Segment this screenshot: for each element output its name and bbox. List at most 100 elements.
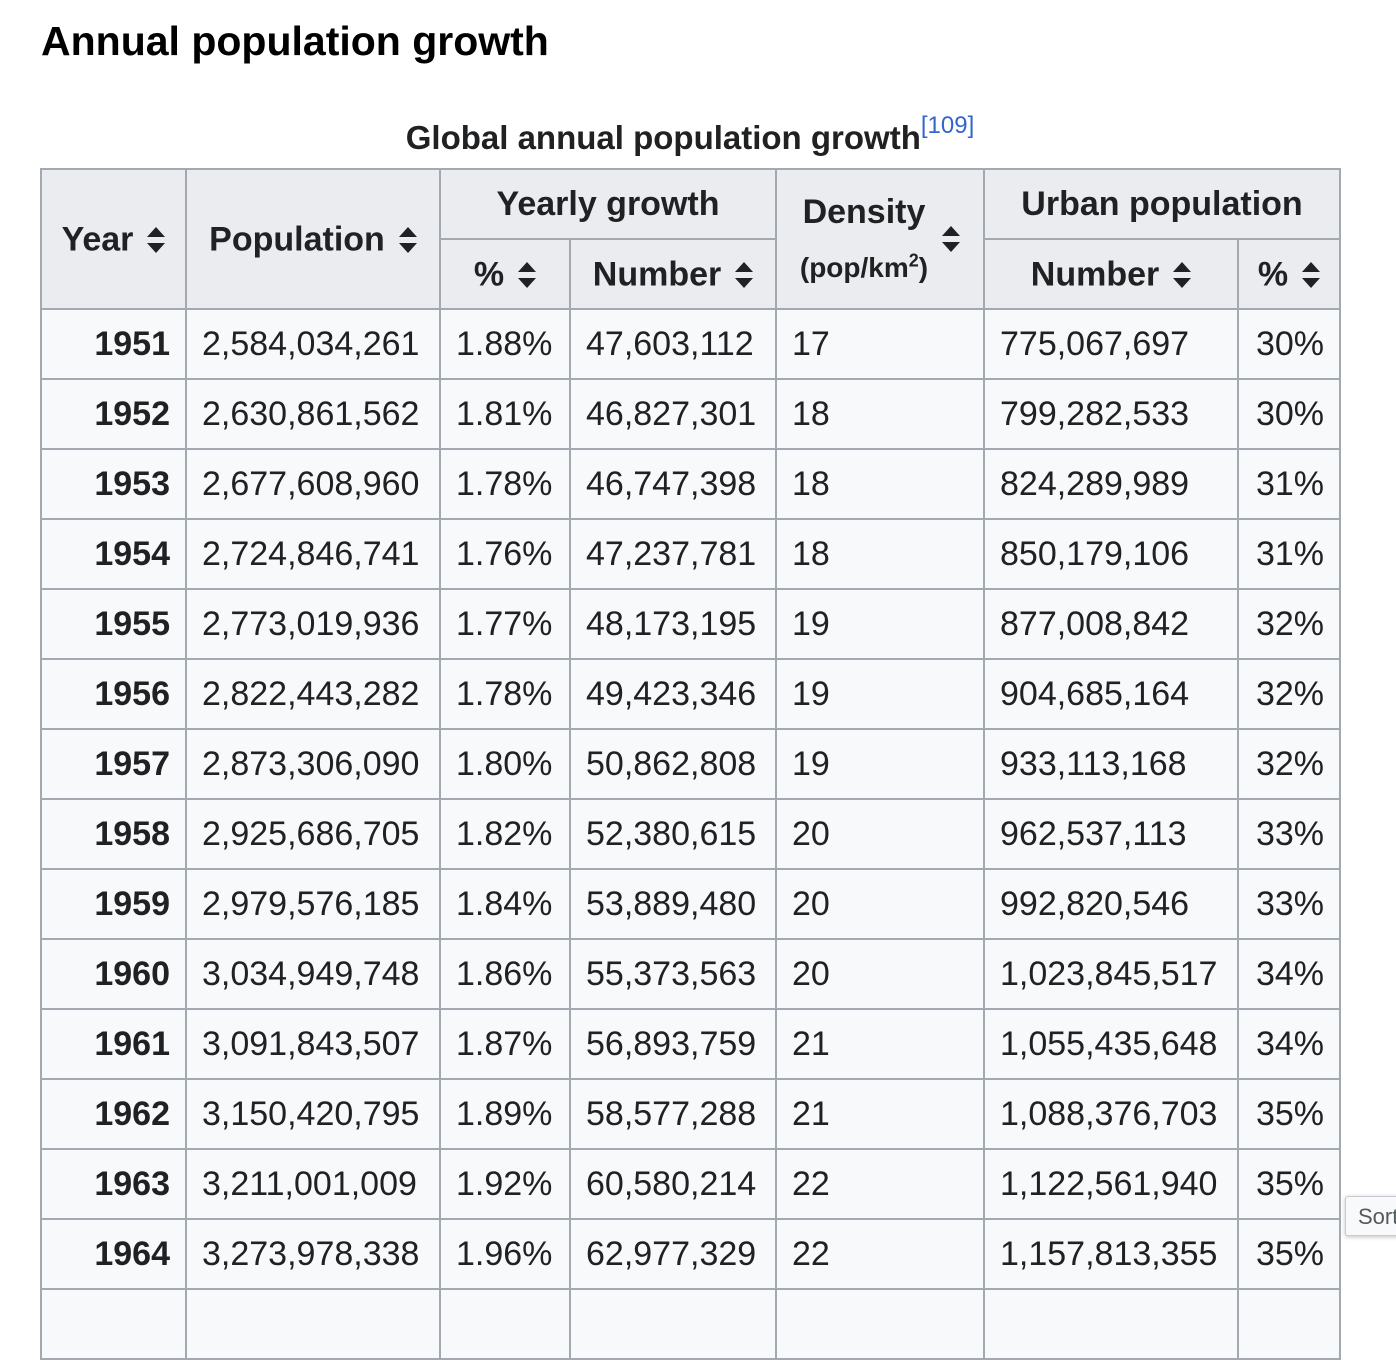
header-year[interactable]: Year [40, 168, 187, 310]
year-cell: 1958 [40, 798, 187, 870]
year-cell: 1963 [40, 1148, 187, 1220]
growth-pct-cell: 1.84% [439, 868, 571, 940]
density-cell: 20 [775, 868, 985, 940]
sort-icon[interactable] [398, 226, 417, 253]
urban-number-cell: 877,008,842 [983, 588, 1239, 660]
density-cell: 18 [775, 378, 985, 450]
population-cell: 3,211,001,009 [185, 1148, 441, 1220]
density-cell: 20 [775, 938, 985, 1010]
year-cell: 1960 [40, 938, 187, 1010]
table-row: 1957 2,873,306,090 1.80% 50,862,808 19 933,11… [40, 728, 1341, 800]
table-row-partial [40, 1288, 1341, 1360]
table-row: 1960 3,034,949,748 1.86% 55,373,563 20 1,023,… [40, 938, 1341, 1010]
urban-number-cell: 933,113,168 [983, 728, 1239, 800]
header-growth-pct-label: % [473, 255, 505, 294]
growth-number-cell: 53,889,480 [569, 868, 777, 940]
urban-number-cell: 992,820,546 [983, 868, 1239, 940]
header-population-label: Population [209, 220, 385, 259]
urban-pct-cell: 35% [1237, 1148, 1341, 1220]
section-heading: Annual population growth [41, 18, 549, 64]
growth-number-cell: 60,580,214 [569, 1148, 777, 1220]
header-growth-pct[interactable]: % [439, 238, 571, 310]
year-cell: 1959 [40, 868, 187, 940]
density-cell: 21 [775, 1078, 985, 1150]
table-row: 1963 3,211,001,009 1.92% 60,580,214 22 1,122,… [40, 1148, 1341, 1220]
year-cell: 1955 [40, 588, 187, 660]
population-cell: 3,091,843,507 [185, 1008, 441, 1080]
urban-pct-cell: 31% [1237, 448, 1341, 520]
sort-tooltip: Sort [1345, 1196, 1396, 1236]
header-density[interactable]: Density (pop/km2) [775, 168, 985, 310]
density-cell: 19 [775, 658, 985, 730]
growth-pct-cell: 1.81% [439, 378, 571, 450]
sort-icon[interactable] [1173, 261, 1192, 288]
header-urban-population: Urban population [983, 168, 1341, 240]
sort-icon[interactable] [1302, 261, 1321, 288]
population-cell: 2,677,608,960 [185, 448, 441, 520]
population-cell: 2,873,306,090 [185, 728, 441, 800]
sort-icon[interactable] [518, 261, 537, 288]
population-growth-table: Year Population Yearly growth Density (p… [40, 168, 1341, 1360]
urban-pct-cell [1237, 1288, 1341, 1360]
growth-number-cell: 49,423,346 [569, 658, 777, 730]
density-cell: 20 [775, 798, 985, 870]
sort-icon[interactable] [942, 226, 961, 252]
density-cell [775, 1288, 985, 1360]
header-population[interactable]: Population [185, 168, 441, 310]
header-urban-pct[interactable]: % [1237, 238, 1341, 310]
density-cell: 21 [775, 1008, 985, 1080]
urban-pct-cell: 34% [1237, 1008, 1341, 1080]
table-row: 1958 2,925,686,705 1.82% 52,380,615 20 962,53… [40, 798, 1341, 870]
density-cell: 22 [775, 1218, 985, 1290]
growth-pct-cell: 1.92% [439, 1148, 571, 1220]
density-unit-suffix: ) [918, 252, 929, 283]
growth-number-cell: 48,173,195 [569, 588, 777, 660]
population-cell: 2,584,034,261 [185, 308, 441, 380]
table-row: 1964 3,273,978,338 1.96% 62,977,329 22 1,157,… [40, 1218, 1341, 1290]
population-cell: 2,630,861,562 [185, 378, 441, 450]
table-caption: Global annual population growth[109] [40, 112, 1340, 157]
urban-number-cell: 824,289,989 [983, 448, 1239, 520]
growth-number-cell: 52,380,615 [569, 798, 777, 870]
urban-number-cell: 1,055,435,648 [983, 1008, 1239, 1080]
growth-pct-cell: 1.82% [439, 798, 571, 870]
growth-number-cell: 46,827,301 [569, 378, 777, 450]
reference-link[interactable]: [109] [920, 112, 975, 139]
table-row: 1953 2,677,608,960 1.78% 46,747,398 18 824,28… [40, 448, 1341, 520]
urban-number-cell: 1,088,376,703 [983, 1078, 1239, 1150]
growth-number-cell [569, 1288, 777, 1360]
density-title: Density [802, 192, 926, 231]
population-table-container: Year Population Yearly growth Density (p… [40, 168, 1341, 1360]
year-cell: 1953 [40, 448, 187, 520]
table-row: 1956 2,822,443,282 1.78% 49,423,346 19 904,68… [40, 658, 1341, 730]
growth-pct-cell: 1.78% [439, 448, 571, 520]
growth-pct-cell [439, 1288, 571, 1360]
population-cell: 2,925,686,705 [185, 798, 441, 870]
density-cell: 18 [775, 448, 985, 520]
year-cell [40, 1288, 187, 1360]
year-cell: 1956 [40, 658, 187, 730]
growth-pct-cell: 1.77% [439, 588, 571, 660]
growth-pct-cell: 1.88% [439, 308, 571, 380]
header-urban-number[interactable]: Number [983, 238, 1239, 310]
header-growth-number[interactable]: Number [569, 238, 777, 310]
sort-icon[interactable] [735, 261, 754, 288]
header-density-label: Density (pop/km2) [800, 185, 928, 294]
header-urban-pct-label: % [1257, 255, 1289, 294]
year-cell: 1951 [40, 308, 187, 380]
urban-pct-cell: 34% [1237, 938, 1341, 1010]
urban-number-cell: 850,179,106 [983, 518, 1239, 590]
density-cell: 22 [775, 1148, 985, 1220]
growth-pct-cell: 1.78% [439, 658, 571, 730]
population-cell: 2,773,019,936 [185, 588, 441, 660]
growth-pct-cell: 1.76% [439, 518, 571, 590]
urban-pct-cell: 31% [1237, 518, 1341, 590]
urban-pct-cell: 33% [1237, 798, 1341, 870]
sort-icon[interactable] [147, 226, 166, 253]
urban-pct-cell: 32% [1237, 588, 1341, 660]
density-cell: 19 [775, 588, 985, 660]
urban-pct-cell: 32% [1237, 728, 1341, 800]
table-body: 1951 2,584,034,261 1.88% 47,603,112 17 775,06… [40, 308, 1341, 1360]
urban-pct-cell: 35% [1237, 1078, 1341, 1150]
growth-number-cell: 62,977,329 [569, 1218, 777, 1290]
